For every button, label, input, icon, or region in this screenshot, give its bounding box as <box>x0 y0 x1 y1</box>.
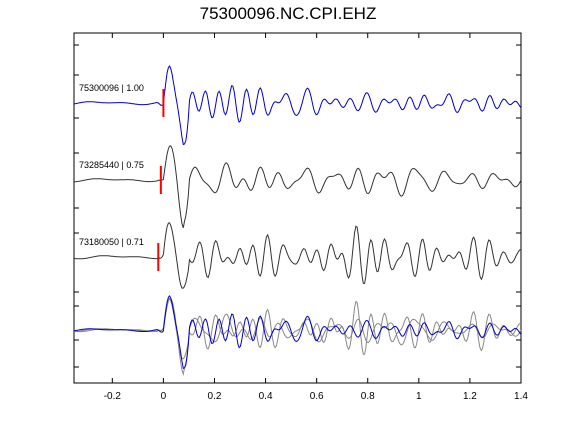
waveform-trace <box>73 222 522 289</box>
x-axis-ticks: -0.2 0 0.2 0.4 0.6 0.8 1 1.2 1.4 <box>104 33 528 402</box>
x-tick-label: -0.2 <box>104 391 122 402</box>
x-tick-label: 0.2 <box>208 391 222 402</box>
y-axis-ticks <box>74 44 521 368</box>
x-tick-label: 0.6 <box>310 391 324 402</box>
x-tick-label: 1.2 <box>463 391 477 402</box>
x-tick-label: 0 <box>161 391 167 402</box>
trace-label: 73285440 | 0.75 <box>79 160 144 170</box>
x-tick-label: 1.4 <box>514 391 528 402</box>
overlay-trace <box>74 297 522 377</box>
trace-label: 75300096 | 1.00 <box>79 83 144 93</box>
x-tick-label: 0.8 <box>361 391 375 402</box>
x-tick-label: 0.4 <box>259 391 273 402</box>
trace-label: 73180050 | 0.71 <box>79 237 144 247</box>
overlay-trace <box>73 295 522 369</box>
overlay-trace <box>73 297 522 360</box>
waveform-trace <box>73 145 522 228</box>
chart-title: 75300096.NC.CPI.EHZ <box>199 4 377 23</box>
waveform-trace <box>73 65 522 146</box>
traces: 75300096 | 1.00 73285440 | 0.75 73180050 |… <box>73 65 522 377</box>
x-tick-label: 1 <box>416 391 422 402</box>
